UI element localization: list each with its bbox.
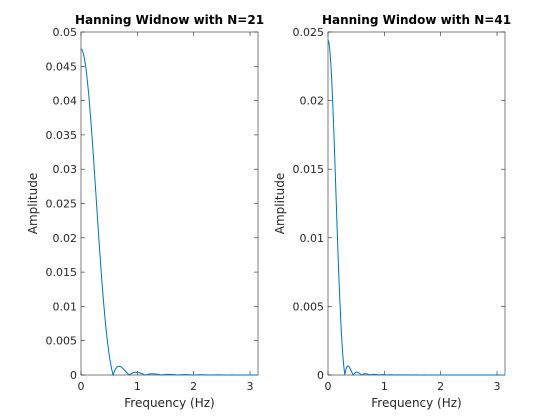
axes-right: 0 1 2 3 0 0.005 0.01 0.015 0.02 0.025 Hanning Win… <box>273 13 511 410</box>
axes-left-ytick-label: 0.05 <box>53 26 78 39</box>
axes-right-ticks: 0 1 2 3 0 0.005 0.01 0.015 0.02 0.025 <box>293 26 505 393</box>
axes-left-ytick-label: 0.04 <box>53 95 78 108</box>
axes-left-title: Hanning Widnow with N=21 <box>75 13 264 27</box>
axes-left-series-line <box>80 48 258 377</box>
axes-right-ytick-label: 0.015 <box>293 163 325 176</box>
axes-right-xtick-label: 1 <box>381 380 388 393</box>
axes-left-ytick-label: 0.025 <box>46 198 78 211</box>
axes-left-ytick-label: 0.045 <box>46 60 78 73</box>
axes-left-xlabel: Frequency (Hz) <box>124 396 215 410</box>
axes-right-ytick-label: 0.025 <box>293 26 325 39</box>
axes-right-ytick-label: 0.01 <box>300 232 325 245</box>
axes-right-xtick-label: 3 <box>494 380 501 393</box>
axes-left-ticks: 0 1 2 3 0 0.005 0.01 0.015 0.02 0.025 0.03 0.035 0.0… <box>46 26 258 393</box>
axes-right-xtick-label: 0 <box>325 380 332 393</box>
axes-right-box <box>327 31 506 376</box>
axes-left-xtick-label: 0 <box>78 380 85 393</box>
axes-left-ytick-label: 0.03 <box>53 163 78 176</box>
axes-left-ytick-label: 0.02 <box>53 232 78 245</box>
axes-left-ytick-label: 0.035 <box>46 129 78 142</box>
axes-left-ytick-label: 0.005 <box>46 335 78 348</box>
axes-right-series-line <box>327 39 505 376</box>
axes-left-ylabel: Amplitude <box>26 173 40 235</box>
axes-left-ytick-label: 0 <box>70 369 77 382</box>
axes-left-xtick-label: 3 <box>247 380 254 393</box>
axes-right-ytick-label: 0.005 <box>293 300 325 313</box>
axes-left-ytick-label: 0.015 <box>46 266 78 279</box>
axes-right-xlabel: Frequency (Hz) <box>371 396 462 410</box>
axes-right-ylabel: Amplitude <box>273 173 287 235</box>
axes-left-xtick-label: 2 <box>190 380 197 393</box>
axes-right-xtick-label: 2 <box>437 380 444 393</box>
axes-left-xtick-label: 1 <box>134 380 141 393</box>
axes-right-ytick-label: 0 <box>317 369 324 382</box>
axes-left-box <box>80 31 259 376</box>
axes-right-ytick-label: 0.02 <box>300 95 325 108</box>
axes-left: 0 1 2 3 0 0.005 0.01 0.015 0.02 0.025 0.03 0.035 0.0… <box>26 13 264 410</box>
axes-right-title: Hanning Window with N=41 <box>322 13 511 27</box>
axes-left-ytick-label: 0.01 <box>53 300 78 313</box>
